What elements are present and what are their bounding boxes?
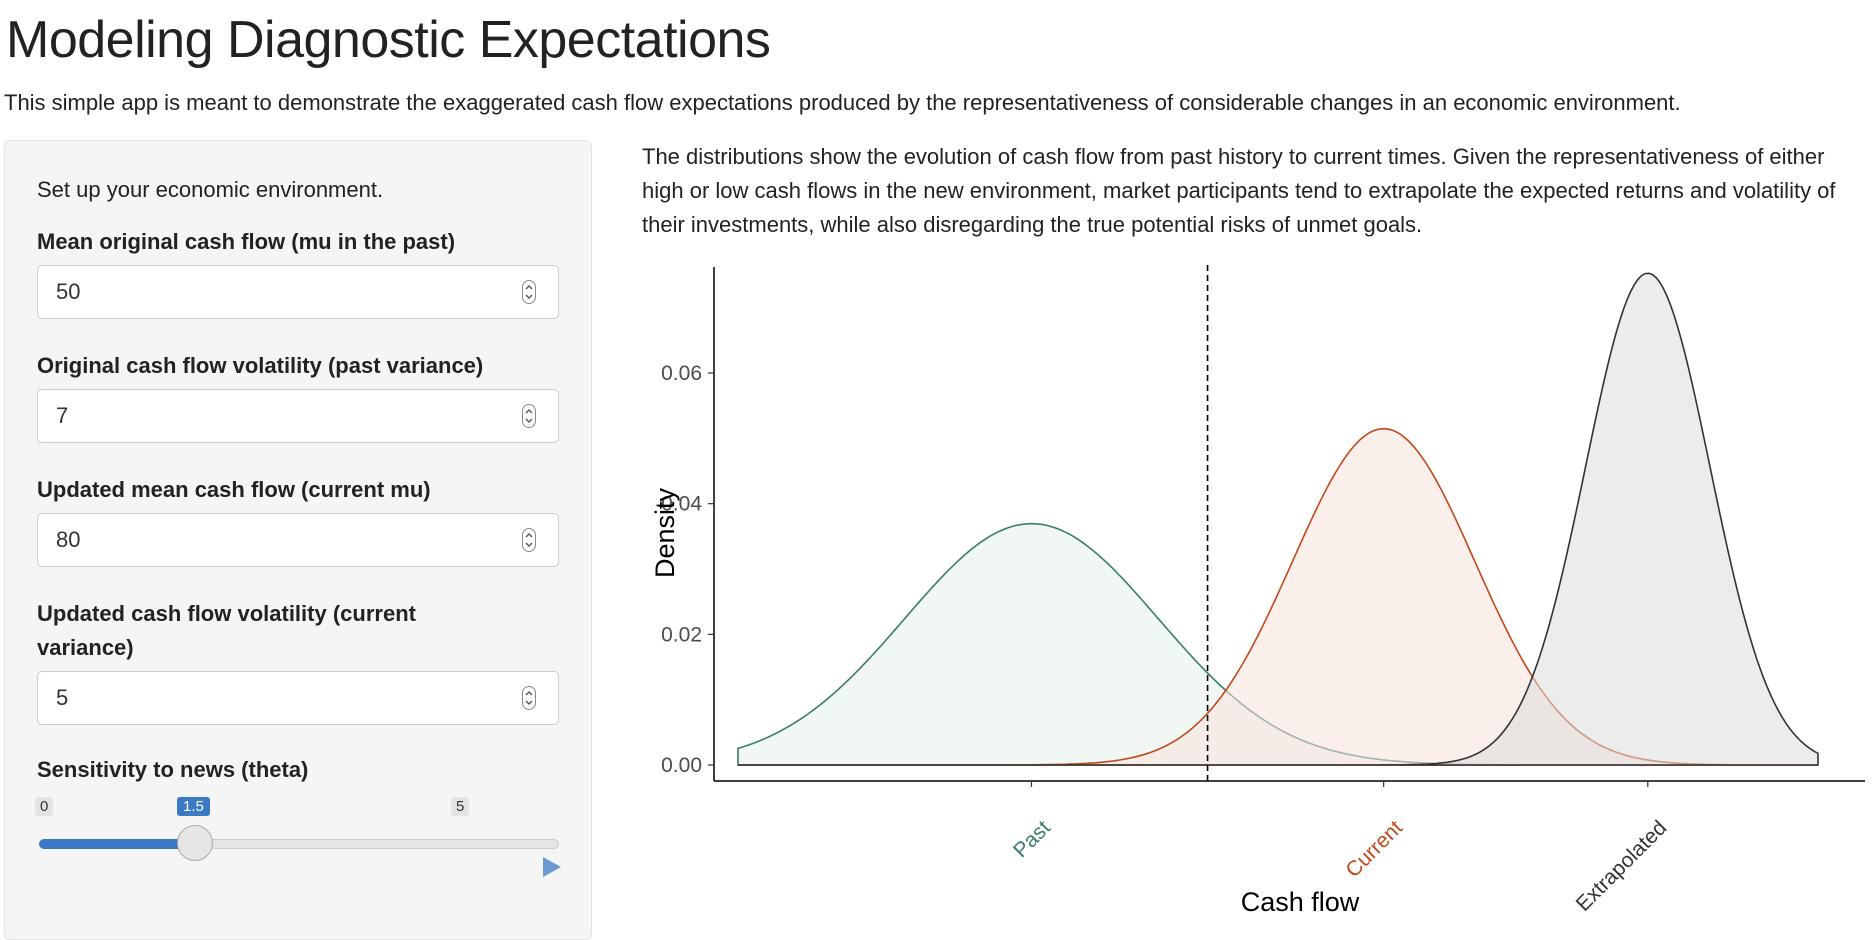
updated-volatility-label: Updated cash flow volatility (current va… bbox=[37, 601, 416, 660]
slider-value-label: 1.5 bbox=[177, 797, 210, 816]
theta-slider-handle[interactable] bbox=[177, 825, 213, 861]
mean-original-value: 50 bbox=[56, 279, 81, 304]
updated-mean-value: 80 bbox=[56, 527, 81, 552]
spinner-icon[interactable] bbox=[522, 280, 536, 304]
original-volatility-input[interactable]: 7 bbox=[37, 389, 559, 443]
spinner-icon[interactable] bbox=[522, 528, 536, 552]
mean-original-label: Mean original cash flow (mu in the past) bbox=[37, 229, 456, 254]
y-tick-label: 0.04 bbox=[661, 493, 702, 516]
slider-min-label: 0 bbox=[35, 797, 54, 816]
original-volatility-value: 7 bbox=[56, 403, 69, 428]
density-area-2 bbox=[738, 272, 1819, 766]
sidebar-intro: Set up your economic environment. bbox=[37, 177, 384, 202]
y-tick-label: 0.00 bbox=[661, 754, 702, 777]
theta-label: Sensitivity to news (theta) bbox=[37, 757, 309, 782]
chart-description: The distributions show the evolution of … bbox=[642, 144, 1836, 237]
mean-original-input[interactable]: 50 bbox=[37, 265, 559, 319]
x-tick-label-current: Current bbox=[1341, 816, 1407, 882]
x-axis-title: Cash flow bbox=[1241, 887, 1360, 917]
updated-mean-input[interactable]: 80 bbox=[37, 513, 559, 567]
app-description: This simple app is meant to demonstrate … bbox=[4, 90, 1681, 115]
app-title: Modeling Diagnostic Expectations bbox=[6, 11, 771, 69]
updated-volatility-input[interactable]: 5 bbox=[37, 671, 559, 725]
y-tick-label: 0.02 bbox=[661, 623, 702, 646]
x-tick-label-past: Past bbox=[1009, 816, 1055, 862]
density-chart: 0.00 0.02 0.04 0.06 Past Current Extrapolated C… bbox=[650, 265, 1865, 917]
y-axis-title: Density bbox=[650, 487, 680, 578]
spinner-icon[interactable] bbox=[522, 686, 536, 710]
play-icon[interactable] bbox=[543, 857, 561, 877]
y-tick-label: 0.06 bbox=[661, 362, 702, 385]
slider-max-label: 5 bbox=[451, 797, 470, 816]
original-volatility-label: Original cash flow volatility (past vari… bbox=[37, 353, 484, 378]
updated-volatility-value: 5 bbox=[56, 685, 69, 710]
spinner-icon[interactable] bbox=[522, 404, 536, 428]
sidebar-panel: Set up your economic environment. Mean o… bbox=[4, 140, 592, 940]
x-tick-label-extrapolated: Extrapolated bbox=[1572, 816, 1672, 916]
theta-slider-fill bbox=[39, 839, 195, 849]
updated-mean-label: Updated mean cash flow (current mu) bbox=[37, 477, 431, 502]
